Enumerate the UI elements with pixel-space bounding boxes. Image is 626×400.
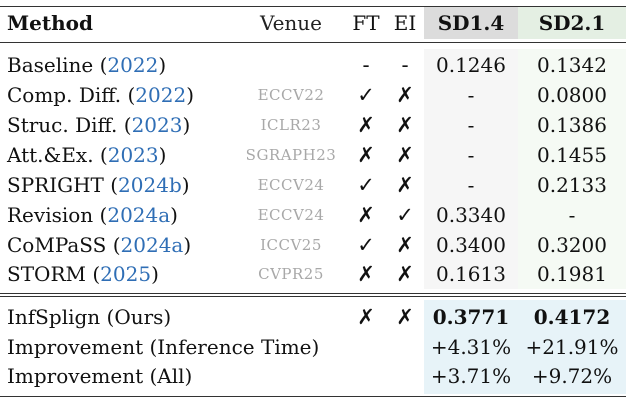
header-venue: Venue xyxy=(259,11,323,35)
improvement-label: Improvement (Inference Time) xyxy=(7,335,320,359)
citation-link[interactable]: 2025 xyxy=(100,262,152,286)
header-method: Method xyxy=(7,11,93,35)
ei-mark: ✗ xyxy=(396,143,414,167)
venue: ICCV25 xyxy=(260,236,322,254)
separator-rule-2 xyxy=(0,296,626,297)
sd21-column-shade xyxy=(518,49,626,289)
method-name: Struc. Diff. (2023) xyxy=(7,113,191,137)
bottom-rule xyxy=(0,396,626,397)
citation-link[interactable]: 2024b xyxy=(118,173,182,197)
table-row: Struc. Diff. (2023) ICLR23 ✗ ✗ - 0.1386 xyxy=(0,110,626,140)
ft-mark: ✗ xyxy=(357,262,375,286)
venue: ECCV24 xyxy=(257,206,325,224)
header-ei: EI xyxy=(393,11,417,35)
ei-mark: - xyxy=(401,53,409,77)
sd21-value: - xyxy=(568,203,576,227)
sd21-header-shade xyxy=(518,7,626,39)
ours-row: InfSplign (Ours) ✗ ✗ 0.3771 0.4172 xyxy=(0,302,626,332)
sd21-improvement: +21.91% xyxy=(525,335,619,359)
method-name: Att.&Ex. (2023) xyxy=(7,143,167,167)
citation-link[interactable]: 2022 xyxy=(107,53,159,77)
sd21-value: 0.1386 xyxy=(537,113,607,137)
header-sd14: SD1.4 xyxy=(437,11,505,35)
venue: CVPR25 xyxy=(258,265,324,283)
ei-mark: ✓ xyxy=(396,203,414,227)
ei-mark: ✗ xyxy=(396,83,414,107)
method-name: SPRIGHT (2024b) xyxy=(7,173,190,197)
sd14-improvement: +3.71% xyxy=(430,364,512,388)
sd14-value: 0.1613 xyxy=(436,262,506,286)
ft-mark: - xyxy=(362,53,370,77)
sd21-value: 0.2133 xyxy=(537,173,607,197)
sd14-value: 0.3400 xyxy=(436,233,506,257)
ei-mark: ✗ xyxy=(396,233,414,257)
sd21-improvement: +9.72% xyxy=(531,364,613,388)
citation-link[interactable]: 2022 xyxy=(135,83,187,107)
sd14-improvement: +4.31% xyxy=(430,335,512,359)
ft-mark: ✗ xyxy=(357,305,375,329)
method-name: Revision (2024a) xyxy=(7,203,178,227)
citation-link[interactable]: 2024a xyxy=(120,233,184,257)
improvement-label: Improvement (All) xyxy=(7,364,193,388)
header-sd21: SD2.1 xyxy=(538,11,606,35)
table-row: Att.&Ex. (2023) SGRAPH23 ✗ ✗ - 0.1455 xyxy=(0,140,626,170)
method-name: STORM (2025) xyxy=(7,262,159,286)
ei-mark: ✗ xyxy=(396,113,414,137)
method-name: Comp. Diff. (2022) xyxy=(7,83,195,107)
venue: ICLR23 xyxy=(260,116,322,134)
table-row: Comp. Diff. (2022) ECCV22 ✓ ✗ - 0.0800 xyxy=(0,80,626,110)
table-row: SPRIGHT (2024b) ECCV24 ✓ ✗ - 0.2133 xyxy=(0,170,626,200)
sd14-value: 0.3771 xyxy=(432,305,510,329)
sd21-value: 0.1342 xyxy=(537,53,607,77)
table-row: Baseline (2022) - - 0.1246 0.1342 xyxy=(0,50,626,80)
ft-mark: ✗ xyxy=(357,113,375,137)
sd14-value: - xyxy=(467,143,475,167)
sd14-value: - xyxy=(467,173,475,197)
venue: ECCV22 xyxy=(257,86,325,104)
sd21-value: 0.0800 xyxy=(537,83,607,107)
sd14-column-shade xyxy=(424,49,518,289)
ft-mark: ✗ xyxy=(357,203,375,227)
improvement-row: Improvement (All) +3.71% +9.72% xyxy=(0,361,626,391)
sd14-value: - xyxy=(467,83,475,107)
venue: ECCV24 xyxy=(257,176,325,194)
ei-mark: ✗ xyxy=(396,262,414,286)
citation-link[interactable]: 2023 xyxy=(131,113,183,137)
separator-rule xyxy=(0,293,626,294)
header-row: Method Venue FT EI SD1.4 SD2.1 xyxy=(0,8,626,38)
method-name: Baseline (2022) xyxy=(7,53,167,77)
sd21-value: 0.4172 xyxy=(533,305,611,329)
table-row: STORM (2025) CVPR25 ✗ ✗ 0.1613 0.1981 xyxy=(0,259,626,289)
sd21-value: 0.1455 xyxy=(537,143,607,167)
ours-method-name: InfSplign (Ours) xyxy=(7,305,172,329)
venue xyxy=(226,50,356,80)
ft-mark: ✓ xyxy=(357,233,375,257)
ft-mark: ✓ xyxy=(357,83,375,107)
header-rule xyxy=(0,42,626,43)
ft-mark: ✗ xyxy=(357,143,375,167)
sd14-value: 0.3340 xyxy=(436,203,506,227)
ei-mark: ✗ xyxy=(396,173,414,197)
sd21-value: 0.1981 xyxy=(537,262,607,286)
sd14-value: 0.1246 xyxy=(436,53,506,77)
table-row: CoMPaSS (2024a) ICCV25 ✓ ✗ 0.3400 0.3200 xyxy=(0,230,626,260)
citation-link[interactable]: 2023 xyxy=(107,143,159,167)
venue: SGRAPH23 xyxy=(245,146,337,164)
top-rule xyxy=(0,6,626,7)
table-row: Revision (2024a) ECCV24 ✗ ✓ 0.3340 - xyxy=(0,200,626,230)
citation-link[interactable]: 2024a xyxy=(107,203,171,227)
sd21-value: 0.3200 xyxy=(537,233,607,257)
sd14-value: - xyxy=(467,113,475,137)
ft-mark: ✓ xyxy=(357,173,375,197)
ours-highlight xyxy=(424,300,626,394)
sd14-header-shade xyxy=(424,7,518,39)
method-name: CoMPaSS (2024a) xyxy=(7,233,192,257)
header-ft: FT xyxy=(352,11,380,35)
improvement-row: Improvement (Inference Time) +4.31% +21.… xyxy=(0,332,626,362)
ei-mark: ✗ xyxy=(396,305,414,329)
